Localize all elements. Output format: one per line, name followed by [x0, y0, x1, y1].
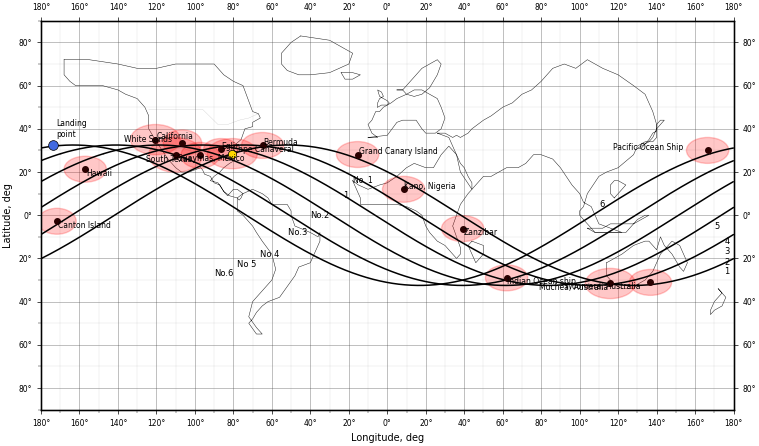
Text: White Sands: White Sands — [124, 136, 172, 145]
Ellipse shape — [442, 216, 483, 242]
Text: 1: 1 — [344, 191, 349, 200]
Text: Canton Island: Canton Island — [58, 221, 111, 230]
Text: Guaymas, Mexico: Guaymas, Mexico — [177, 154, 244, 163]
Text: Cape Canaveral: Cape Canaveral — [233, 145, 294, 154]
Ellipse shape — [241, 132, 284, 158]
Text: No 5: No 5 — [237, 260, 257, 269]
Text: Hawaii: Hawaii — [86, 169, 112, 178]
Text: 3: 3 — [724, 248, 729, 256]
Text: Eglin: Eglin — [222, 142, 241, 151]
Text: 6: 6 — [600, 200, 605, 209]
Ellipse shape — [203, 139, 238, 160]
Ellipse shape — [131, 124, 181, 155]
Text: No.2: No.2 — [310, 211, 329, 220]
Ellipse shape — [383, 176, 425, 202]
Text: 5: 5 — [715, 222, 720, 231]
Ellipse shape — [585, 268, 635, 299]
Text: Muchea, Australia: Muchea, Australia — [540, 283, 609, 292]
Text: Pacific Ocean Ship: Pacific Ocean Ship — [613, 143, 683, 152]
X-axis label: Longitude, deg: Longitude, deg — [351, 433, 424, 443]
Text: California: California — [156, 132, 194, 141]
Text: No 4: No 4 — [260, 250, 279, 259]
Text: Bermuda: Bermuda — [263, 138, 298, 147]
Ellipse shape — [181, 142, 219, 168]
Ellipse shape — [486, 265, 528, 291]
Ellipse shape — [207, 139, 257, 169]
Ellipse shape — [149, 138, 203, 172]
Text: 2: 2 — [725, 258, 729, 267]
Text: Landing
point: Landing point — [56, 119, 87, 139]
Ellipse shape — [163, 130, 202, 156]
Text: South Texas: South Texas — [146, 155, 191, 164]
Ellipse shape — [336, 141, 379, 168]
Ellipse shape — [38, 208, 76, 234]
Text: Grand Canary Island: Grand Canary Island — [358, 147, 437, 156]
Text: Kano, Nigeria: Kano, Nigeria — [405, 182, 456, 191]
Text: No.6: No.6 — [214, 269, 233, 278]
Ellipse shape — [64, 156, 106, 182]
Text: Woomera, Australia: Woomera, Australia — [565, 282, 640, 291]
Text: Indian Ocean ship: Indian Ocean ship — [508, 277, 576, 286]
Text: No. 1: No. 1 — [353, 176, 373, 185]
Text: 4: 4 — [725, 237, 729, 246]
Text: 1: 1 — [725, 267, 729, 276]
Text: No.3: No.3 — [288, 228, 310, 237]
Ellipse shape — [686, 137, 729, 163]
Ellipse shape — [629, 269, 672, 295]
Y-axis label: Latitude, deg: Latitude, deg — [3, 183, 13, 248]
Text: Zanzibar: Zanzibar — [464, 228, 498, 237]
